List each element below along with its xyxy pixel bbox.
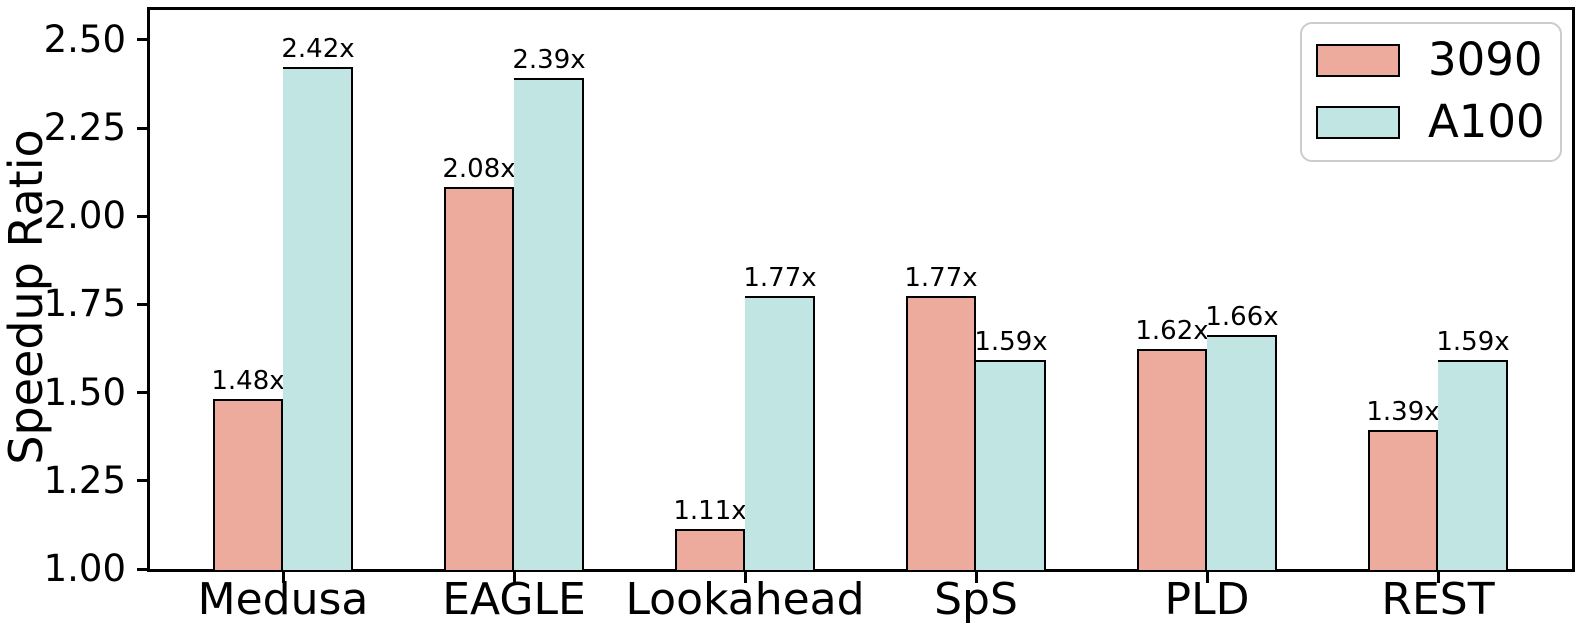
bar-value-label: 2.39x [512,44,586,75]
bar-value-label: 1.39x [1366,397,1440,428]
x-tick-label-rest: REST [1381,574,1495,625]
x-tick-mark [1205,572,1209,583]
bar-value-label: 1.62x [1135,316,1209,347]
y-tick-mark [137,38,148,42]
y-tick-label: 1.25 [43,458,126,502]
bar-3090-sps [906,296,976,572]
y-tick-mark [137,302,148,306]
bar-3090-medusa [213,398,283,572]
plot-area [147,7,1575,572]
bar-value-label: 1.66x [1205,302,1279,333]
bar-3090-lookahead [675,529,745,572]
y-tick-mark [137,391,148,395]
x-tick-mark [974,572,978,583]
bar-a100-pld [1207,335,1277,572]
bar-value-label: 1.59x [1436,326,1510,357]
y-tick-mark [137,567,148,571]
x-tick-mark [281,572,285,583]
x-tick-label-lookahead: Lookahead [625,574,865,625]
y-tick-label: 2.50 [43,17,126,61]
y-tick-mark [137,479,148,483]
x-tick-label-medusa: Medusa [197,574,369,625]
bar-a100-sps [976,359,1046,572]
bar-value-label: 1.48x [211,365,285,396]
bar-a100-lookahead [745,296,815,572]
bar-a100-rest [1438,359,1508,572]
y-tick-label: 1.00 [43,547,126,590]
x-tick-mark [512,572,516,583]
bar-3090-rest [1368,430,1438,572]
legend: 3090 A100 [1300,22,1562,162]
bar-3090-eagle [444,187,514,572]
bar-value-label: 2.42x [281,34,355,65]
legend-label: A100 [1428,95,1545,148]
y-tick-label: 1.50 [43,370,126,414]
y-tick-mark [137,214,148,218]
bar-value-label: 1.77x [904,263,978,294]
x-tick-label-eagle: EAGLE [442,574,586,625]
bar-a100-medusa [283,67,353,572]
legend-entry-3090: 3090 [1316,36,1560,84]
legend-entry-a100: A100 [1316,98,1560,146]
legend-swatch-a100 [1316,105,1400,139]
legend-label: 3090 [1428,33,1543,86]
x-tick-mark [743,572,747,583]
bar-a100-eagle [514,77,584,572]
y-tick-label: 1.75 [43,282,126,326]
y-tick-label: 2.00 [43,194,126,238]
bar-value-label: 1.59x [974,326,1048,357]
x-tick-mark [1436,572,1440,583]
x-tick-label-sps: SpS [934,574,1018,625]
bar-3090-pld [1137,349,1207,572]
bar-value-label: 1.11x [673,496,747,527]
legend-swatch-3090 [1316,43,1400,77]
bar-value-label: 1.77x [743,263,817,294]
bar-value-label: 2.08x [442,154,516,185]
y-tick-mark [137,126,148,130]
y-tick-label: 2.25 [43,106,126,150]
x-tick-label-pld: PLD [1164,574,1250,625]
